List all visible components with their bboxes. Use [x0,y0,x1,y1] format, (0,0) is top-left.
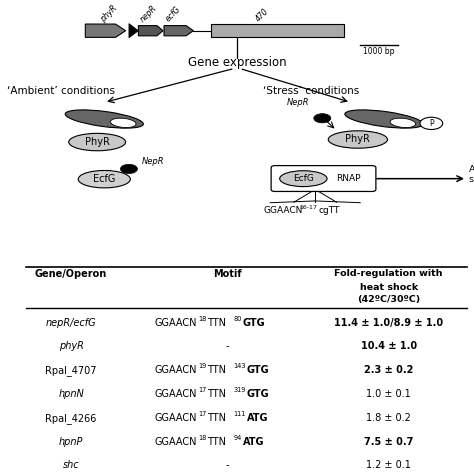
Text: ATG: ATG [243,437,264,447]
Text: PhyR: PhyR [85,137,109,147]
Text: 1.2 ± 0.1: 1.2 ± 0.1 [366,460,411,470]
Text: EcfG: EcfG [93,174,116,184]
Text: ATG: ATG [246,413,268,423]
Text: RNAP: RNAP [336,174,361,183]
Text: GTG: GTG [246,365,269,375]
Text: TTN: TTN [207,413,226,423]
Text: ‘Ambient’ conditions: ‘Ambient’ conditions [7,86,115,96]
Text: 18: 18 [198,316,207,322]
Text: 470: 470 [255,7,271,24]
Text: 17: 17 [198,387,207,393]
Text: 11.4 ± 1.0/8.9 ± 1.0: 11.4 ± 1.0/8.9 ± 1.0 [334,318,443,328]
Text: NepR: NepR [142,157,165,166]
Ellipse shape [65,110,143,128]
Text: TTN: TTN [207,437,226,447]
FancyBboxPatch shape [271,165,376,191]
Text: TTN: TTN [207,318,226,328]
Text: GGAACN: GGAACN [154,437,197,447]
Text: TTN: TTN [207,389,226,399]
Text: -: - [226,460,229,470]
Text: Gene expression: Gene expression [188,56,286,69]
Text: 80: 80 [233,316,242,322]
Text: EcfG: EcfG [293,174,314,183]
Text: 94: 94 [233,435,242,441]
Polygon shape [129,24,138,38]
Text: ‘Stress’ conditions: ‘Stress’ conditions [263,86,359,96]
Text: PhyR: PhyR [346,135,370,145]
Text: phyR: phyR [59,341,83,351]
Text: 1.0 ± 0.1: 1.0 ± 0.1 [366,389,411,399]
Text: hpnP: hpnP [59,437,83,447]
Text: Gene/Operon: Gene/Operon [35,269,107,280]
Text: P: P [429,119,434,128]
Circle shape [120,164,137,173]
Ellipse shape [78,171,130,188]
Text: GTG: GTG [243,318,265,328]
Ellipse shape [345,110,423,128]
Text: 10.4 ± 1.0: 10.4 ± 1.0 [361,341,417,351]
Text: -: - [226,341,229,351]
Text: 1000 bp: 1000 bp [364,46,395,55]
Text: (42ºC/30ºC): (42ºC/30ºC) [357,295,420,304]
Circle shape [420,117,443,129]
Ellipse shape [280,171,327,187]
Ellipse shape [69,133,126,151]
Circle shape [314,114,331,123]
Text: shc: shc [63,460,80,470]
Polygon shape [138,26,163,36]
Text: Activation of
stress genes: Activation of stress genes [469,165,474,184]
Text: Motif: Motif [213,269,242,280]
Text: GGAACN: GGAACN [154,318,197,328]
Text: ecfG: ecfG [164,5,182,24]
Text: TTN: TTN [207,365,226,375]
Text: 111: 111 [233,411,246,417]
Polygon shape [164,26,193,36]
Text: nepR/ecfG: nepR/ecfG [46,318,96,328]
Text: hpnN: hpnN [58,389,84,399]
Text: Rpal_4707: Rpal_4707 [46,365,97,376]
Bar [211,24,344,37]
Text: Rpal_4266: Rpal_4266 [46,413,97,424]
Text: GGAACN: GGAACN [263,206,302,215]
Text: 17: 17 [198,411,207,417]
Text: 19: 19 [198,364,206,369]
Text: GGAACN: GGAACN [154,413,197,423]
Text: GGAACN: GGAACN [154,365,197,375]
Text: nepR: nepR [138,3,158,24]
Text: NepR: NepR [287,98,310,107]
Text: 1.8 ± 0.2: 1.8 ± 0.2 [366,413,411,423]
Text: 143: 143 [233,364,246,369]
Text: GTG: GTG [246,389,269,399]
Text: 7.5 ± 0.7: 7.5 ± 0.7 [364,437,413,447]
Ellipse shape [390,118,416,128]
Polygon shape [85,24,126,37]
Ellipse shape [110,118,136,128]
Text: Fold-regulation with: Fold-regulation with [335,269,443,278]
Text: cgTT: cgTT [319,206,340,215]
Text: 319: 319 [233,387,246,393]
Text: GGAACN: GGAACN [154,389,197,399]
Text: 16-17: 16-17 [300,205,318,210]
Text: phyR: phyR [99,3,119,24]
Ellipse shape [328,131,388,148]
Text: 2.3 ± 0.2: 2.3 ± 0.2 [364,365,413,375]
Text: 18: 18 [198,435,207,441]
Text: heat shock: heat shock [360,283,418,292]
